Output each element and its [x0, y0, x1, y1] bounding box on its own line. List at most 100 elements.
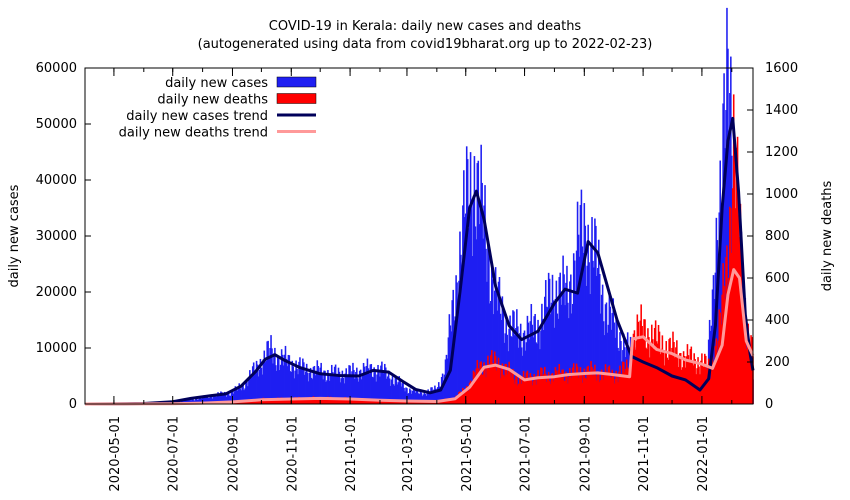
- bar: [596, 275, 598, 404]
- bar: [273, 398, 275, 404]
- bar: [561, 291, 563, 404]
- bar: [559, 272, 561, 404]
- bar: [346, 376, 348, 404]
- bar: [612, 373, 615, 404]
- bar: [447, 337, 450, 404]
- bar: [417, 402, 420, 404]
- bar: [267, 340, 269, 404]
- bar: [487, 243, 489, 404]
- bar: [616, 319, 618, 404]
- bar: [360, 399, 363, 404]
- bar: [524, 350, 527, 404]
- bar: [230, 391, 233, 404]
- bar: [366, 358, 369, 404]
- deaths-trend-line: [84, 268, 755, 406]
- bar: [731, 188, 734, 404]
- bar: [354, 378, 356, 404]
- trend-lines-layer: [84, 116, 755, 406]
- bar: [364, 400, 367, 404]
- bar: [454, 316, 456, 404]
- bar: [660, 348, 663, 404]
- bar: [706, 366, 709, 404]
- bar: [411, 390, 414, 404]
- y2-tick-label: 1200: [765, 145, 798, 160]
- bar: [565, 282, 567, 404]
- bar: [513, 379, 515, 404]
- bar: [584, 225, 587, 404]
- bar: [577, 377, 580, 404]
- bar: [453, 320, 455, 404]
- bar: [723, 73, 725, 404]
- bar: [420, 392, 423, 404]
- bar: [585, 285, 588, 404]
- bar: [678, 367, 680, 404]
- y2-tick-label: 800: [765, 229, 790, 244]
- bar: [298, 396, 300, 404]
- bar: [370, 400, 373, 404]
- bar: [305, 363, 308, 404]
- bar: [333, 366, 336, 404]
- bar: [605, 302, 608, 404]
- bar: [517, 383, 520, 404]
- bar: [357, 399, 360, 404]
- bar: [476, 360, 479, 404]
- bar: [206, 395, 209, 404]
- bar: [599, 313, 602, 404]
- bar: [381, 361, 383, 404]
- bar: [591, 366, 593, 404]
- bar: [558, 277, 561, 404]
- bar: [651, 339, 654, 404]
- bar: [300, 368, 302, 404]
- bar: [350, 375, 352, 404]
- bar: [252, 400, 255, 404]
- bar: [316, 360, 319, 404]
- bar: [372, 377, 374, 404]
- bar: [493, 290, 496, 404]
- bar: [371, 401, 374, 404]
- bar: [302, 358, 304, 404]
- bar: [376, 374, 378, 404]
- bar: [713, 368, 716, 404]
- bar: [205, 395, 208, 404]
- bar: [648, 337, 650, 404]
- bar: [627, 377, 630, 404]
- bar: [718, 212, 721, 404]
- bar: [554, 298, 557, 404]
- bar: [262, 359, 265, 404]
- bar: [745, 349, 748, 404]
- bar: [738, 236, 741, 404]
- y2-tick-label: 400: [765, 313, 790, 328]
- bar: [527, 379, 530, 404]
- bar: [537, 319, 539, 404]
- bar: [740, 237, 743, 404]
- bar: [253, 372, 256, 404]
- bar: [204, 397, 207, 404]
- bar: [313, 365, 316, 404]
- bar: [233, 391, 236, 404]
- bar: [662, 350, 665, 404]
- bar: [348, 397, 350, 404]
- bar: [610, 377, 613, 404]
- bar: [314, 398, 317, 404]
- bar: [473, 156, 476, 404]
- bar: [422, 394, 425, 404]
- legend-label: daily new deaths trend: [119, 126, 268, 141]
- bar: [690, 346, 693, 404]
- bar: [598, 274, 601, 404]
- bar: [594, 364, 596, 404]
- bar: [328, 373, 330, 404]
- bar: [399, 380, 401, 404]
- bar: [295, 360, 297, 404]
- bar: [681, 367, 684, 404]
- bar: [561, 369, 563, 404]
- bar: [283, 354, 286, 404]
- bar: [436, 392, 438, 404]
- bar: [565, 371, 567, 404]
- bar: [313, 398, 316, 404]
- bar: [545, 306, 548, 404]
- bar: [645, 347, 647, 404]
- bar: [604, 304, 607, 404]
- bar: [556, 377, 559, 404]
- y2-tick-label: 1400: [765, 103, 798, 118]
